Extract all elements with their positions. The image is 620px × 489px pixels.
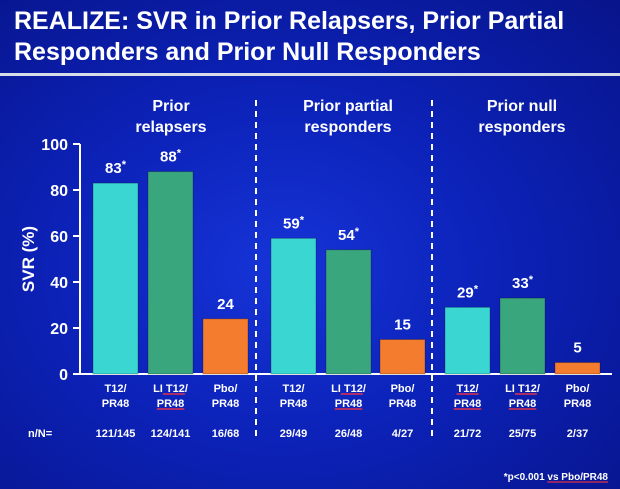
bar-category-label: PR48 xyxy=(102,398,130,410)
nn-label: n/N= xyxy=(28,428,52,440)
y-tick-label: 40 xyxy=(50,275,68,292)
group-label: Prior null xyxy=(487,98,557,115)
nn-value: 25/75 xyxy=(509,428,537,440)
bar-value-label: 88* xyxy=(160,148,182,166)
bar-value-label: 59* xyxy=(283,214,305,232)
bar-category-label: Pbo/ xyxy=(214,383,238,395)
bar-category-label: PR48 xyxy=(280,398,308,410)
nn-value: 4/27 xyxy=(392,428,413,440)
nn-value: 121/145 xyxy=(96,428,136,440)
title-divider xyxy=(0,73,620,76)
bar-value-label: 5 xyxy=(573,340,581,357)
bar xyxy=(499,297,546,375)
y-axis-label: SVR (%) xyxy=(19,226,38,292)
group-label: responders xyxy=(478,119,565,136)
bar xyxy=(92,182,139,375)
y-tick-label: 80 xyxy=(50,183,68,200)
bar-value-label: 33* xyxy=(512,274,534,292)
bar-value-label: 83* xyxy=(105,159,127,177)
bar xyxy=(379,339,426,375)
bar-category-label: PR48 xyxy=(212,398,240,410)
y-tick-label: 60 xyxy=(50,229,68,246)
bar xyxy=(444,306,491,375)
group-label: Prior partial xyxy=(303,98,393,115)
group-label: Prior xyxy=(152,98,189,115)
bar-value-label: 24 xyxy=(217,296,234,313)
bar-category-label: PR48 xyxy=(509,398,537,410)
bar-category-label: T12/ xyxy=(282,383,304,395)
bar-category-label: T12/ xyxy=(456,383,478,395)
bar-category-label: LI T12/ xyxy=(153,383,188,395)
bar-category-label: LI T12/ xyxy=(331,383,366,395)
footnote: *p<0.001 vs Pbo/PR48 xyxy=(504,472,609,483)
page-title: REALIZE: SVR in Prior Relapsers, Prior P… xyxy=(14,7,565,66)
bar-category-label: Pbo/ xyxy=(566,383,590,395)
bar-category-label: T12/ xyxy=(104,383,126,395)
bar-category-label: PR48 xyxy=(335,398,363,410)
nn-value: 21/72 xyxy=(454,428,482,440)
bar-value-label: 15 xyxy=(394,317,411,334)
bar xyxy=(202,318,249,375)
y-tick-label: 0 xyxy=(59,367,68,384)
bar xyxy=(554,362,601,375)
y-tick-label: 100 xyxy=(41,137,68,154)
bar-category-label: PR48 xyxy=(389,398,417,410)
nn-value: 2/37 xyxy=(567,428,588,440)
bar-value-label: 54* xyxy=(338,226,360,244)
bar-category-label: LI T12/ xyxy=(505,383,540,395)
bar xyxy=(270,237,317,375)
bar-category-label: Pbo/ xyxy=(391,383,415,395)
bar xyxy=(325,249,372,375)
bar-value-label: 29* xyxy=(457,283,479,301)
nn-value: 26/48 xyxy=(335,428,363,440)
group-label: responders xyxy=(304,119,391,136)
bar-category-label: PR48 xyxy=(157,398,185,410)
nn-value: 16/68 xyxy=(212,428,240,440)
nn-value: 29/49 xyxy=(280,428,308,440)
bar-category-label: PR48 xyxy=(454,398,482,410)
bar-category-label: PR48 xyxy=(564,398,592,410)
nn-value: 124/141 xyxy=(151,428,191,440)
y-tick-label: 20 xyxy=(50,321,68,338)
group-label: relapsers xyxy=(135,119,206,136)
bar xyxy=(147,171,194,375)
